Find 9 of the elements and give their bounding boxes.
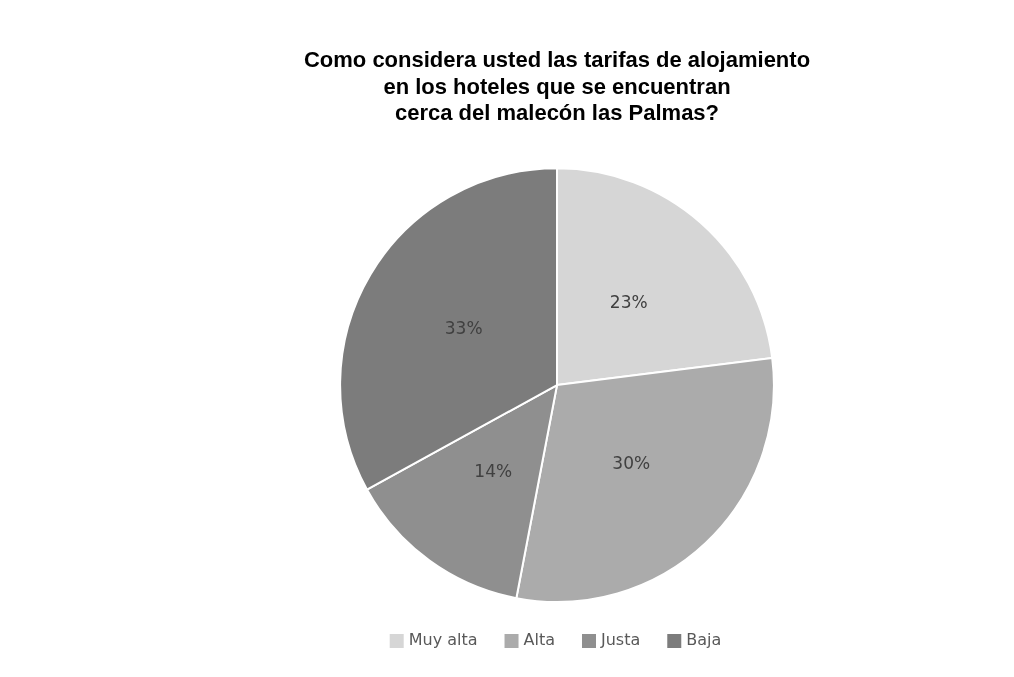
- chart-title: Como considera usted las tarifas de alojamiento en los hoteles que se encuentran cerca del malecón las Palmas?: [303, 47, 811, 126]
- legend-label: Baja: [686, 630, 722, 650]
- data-label: 14%: [474, 461, 513, 482]
- data-label: 33%: [444, 318, 483, 339]
- data-label: 30%: [612, 452, 651, 473]
- legend-label: Alta: [523, 630, 555, 650]
- legend-label: Justa: [600, 630, 641, 650]
- data-label: 23%: [609, 292, 648, 313]
- legend-label: Muy alta: [408, 630, 478, 650]
